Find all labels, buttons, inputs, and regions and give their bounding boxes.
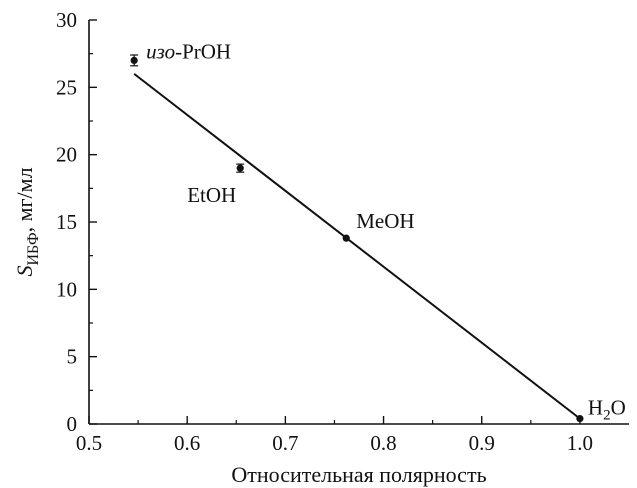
point-label-iso-proh: изо-PrOH [146, 39, 231, 63]
x-tick-label-5: 1.0 [567, 431, 593, 455]
data-point-1 [236, 164, 244, 172]
y-axis-unit: , мг/мл [12, 167, 37, 232]
y-tick-label-2: 10 [56, 277, 77, 301]
x-axis-title: Относительная полярность [231, 462, 486, 487]
y-tick-label-5: 25 [56, 75, 77, 99]
y-axis-symbol: S [12, 266, 37, 277]
point-label-meoh: MeOH [356, 209, 414, 233]
point-labels: изо-PrOH EtOH MeOH H2O [146, 39, 626, 423]
fit-line-group [133, 73, 581, 420]
x-tick-label-2: 0.7 [272, 431, 298, 455]
data-point-2 [342, 234, 350, 242]
x-tick-label-1: 0.6 [174, 431, 200, 455]
data-point-3 [576, 415, 584, 423]
point-label-etoh: EtOH [187, 183, 236, 207]
y-tick-label-0: 0 [67, 412, 78, 436]
y-tick-label-3: 15 [56, 210, 77, 234]
y-tick-label-1: 5 [67, 345, 78, 369]
point-label-h2o: H2O [588, 396, 626, 424]
y-tick-label-4: 20 [56, 143, 77, 167]
y-tick-label-6: 30 [56, 8, 77, 32]
fit-line [133, 73, 581, 420]
x-tick-label-4: 0.9 [469, 431, 495, 455]
data-point-0 [130, 56, 138, 64]
x-tick-label-3: 0.8 [370, 431, 396, 455]
y-ticks: 0 5 10 15 20 25 30 [56, 8, 97, 436]
y-axis-title: SИБФ, мг/мл [12, 167, 42, 276]
x-tick-label-0: 0.5 [76, 431, 102, 455]
y-axis-subscript: ИБФ [25, 232, 42, 265]
data-points [130, 54, 584, 423]
x-ticks: 0.5 0.6 0.7 0.8 0.9 1.0 [76, 416, 593, 455]
